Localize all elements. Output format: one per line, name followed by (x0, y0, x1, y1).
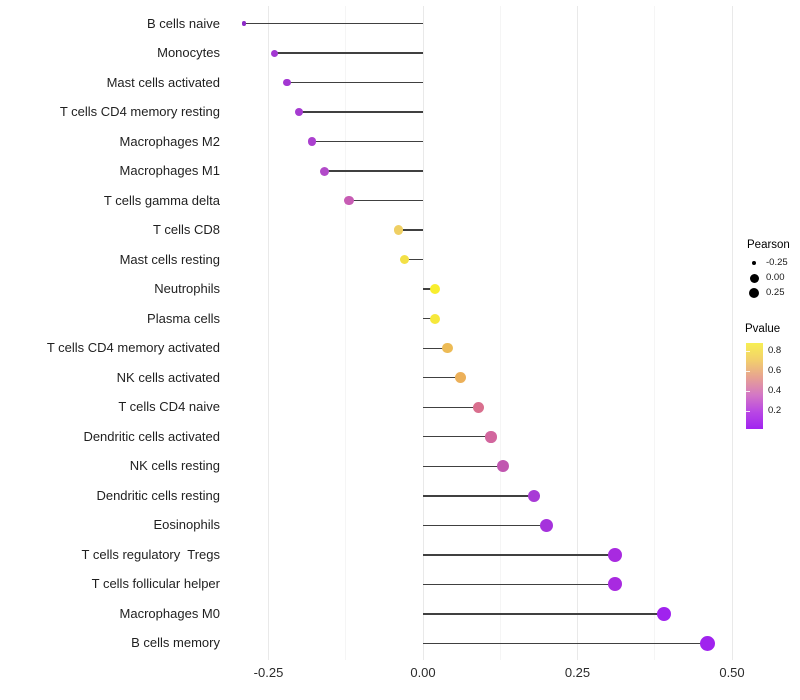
lollipop-stem (274, 52, 423, 54)
category-label: Macrophages M0 (119, 605, 220, 621)
lollipop-stem (398, 229, 423, 231)
data-point (430, 284, 441, 295)
lollipop-stem (299, 111, 423, 113)
data-point (283, 78, 291, 87)
lollipop-stem (423, 347, 448, 349)
lollipop-stem (348, 199, 423, 202)
category-label: Macrophages M1 (119, 163, 220, 179)
x-tick-label: 0.25 (564, 665, 591, 680)
lollipop-stem (404, 258, 423, 261)
lollipop-stem (287, 81, 423, 84)
data-point (527, 489, 541, 503)
colorbar-label: 0.4 (768, 385, 782, 396)
x-tick-label: 0.50 (719, 665, 745, 680)
data-point (399, 254, 410, 265)
category-label: Plasma cells (147, 310, 220, 326)
data-point (497, 460, 510, 473)
colorbar-tick (746, 410, 750, 412)
size-legend-dot (752, 261, 756, 265)
category-label: T cells gamma delta (103, 192, 220, 208)
color-legend-title: Pvalue (745, 323, 781, 335)
category-label: Mast cells resting (119, 251, 220, 267)
colorbar-label: 0.8 (768, 345, 782, 356)
category-label: T cells follicular helper (91, 576, 220, 592)
lollipop-stem (423, 318, 436, 320)
size-legend-label: -0.25 (766, 257, 788, 268)
colorbar-tick (746, 350, 750, 352)
colorbar-label: 0.6 (768, 365, 782, 376)
size-legend-title: Pearson (747, 239, 790, 251)
category-label: Mast cells activated (106, 74, 220, 90)
category-label: T cells regulatory Tregs (81, 546, 220, 562)
lollipop-stem (423, 583, 615, 586)
data-point (472, 401, 485, 413)
x-tick-label: -0.25 (253, 665, 284, 680)
data-point (271, 49, 279, 57)
pvalue-colorbar (746, 343, 763, 429)
category-label: T cells CD4 memory resting (59, 104, 220, 120)
colorbar-tick (746, 390, 750, 392)
category-label: T cells CD8 (153, 222, 220, 238)
gridline-major (422, 6, 424, 660)
category-label: B cells memory (131, 635, 220, 651)
data-point (319, 166, 329, 176)
category-label: T cells CD4 memory activated (46, 340, 220, 356)
data-point (485, 431, 497, 443)
category-label: NK cells resting (129, 458, 220, 474)
lollipop-stem (423, 524, 547, 527)
size-legend-dot (748, 287, 760, 299)
data-point (442, 342, 453, 354)
category-label: B cells naive (147, 15, 220, 31)
data-point (241, 21, 247, 26)
lollipop-stem (423, 613, 665, 615)
category-label: Monocytes (157, 45, 220, 61)
gridline-minor (345, 6, 347, 660)
lollipop-stem (423, 377, 461, 379)
colorbar-tick (746, 370, 750, 372)
category-label: Neutrophils (154, 281, 220, 297)
data-point (607, 577, 622, 592)
category-label: T cells CD4 naive (118, 399, 220, 415)
size-legend-dot (749, 273, 759, 283)
data-point (307, 137, 316, 146)
data-point (454, 372, 466, 384)
data-point (699, 635, 716, 652)
lollipop-stem (423, 465, 504, 467)
gridline-minor (654, 6, 656, 660)
category-label: Eosinophils (153, 517, 221, 533)
size-legend-label: 0.25 (766, 287, 785, 298)
data-point (656, 606, 672, 622)
lollipop-stem (324, 170, 423, 172)
data-point (344, 195, 354, 206)
data-point (540, 518, 554, 532)
lollipop-stem (311, 140, 423, 143)
size-legend-label: 0.00 (766, 272, 785, 283)
gridline-minor (499, 6, 501, 660)
colorbar-label: 0.2 (768, 405, 782, 416)
x-tick-label: 0.00 (410, 665, 436, 680)
data-point (430, 313, 441, 324)
category-label: Dendritic cells resting (96, 487, 220, 503)
lollipop-stem (423, 436, 491, 438)
lollipop-stem (423, 406, 479, 408)
gridline-major (268, 6, 269, 660)
gridline-major (731, 6, 733, 660)
lollipop-stem (423, 495, 535, 497)
lollipop-stem (423, 288, 436, 290)
category-label: Dendritic cells activated (83, 428, 220, 444)
category-label: NK cells activated (116, 369, 220, 385)
data-point (607, 547, 622, 562)
lollipop-stem (243, 22, 423, 25)
data-point (295, 108, 304, 117)
gridline-major (577, 6, 578, 660)
data-point (393, 225, 404, 235)
category-label: Macrophages M2 (119, 133, 220, 149)
lollipop-stem (423, 554, 615, 556)
lollipop-stem (423, 642, 708, 645)
